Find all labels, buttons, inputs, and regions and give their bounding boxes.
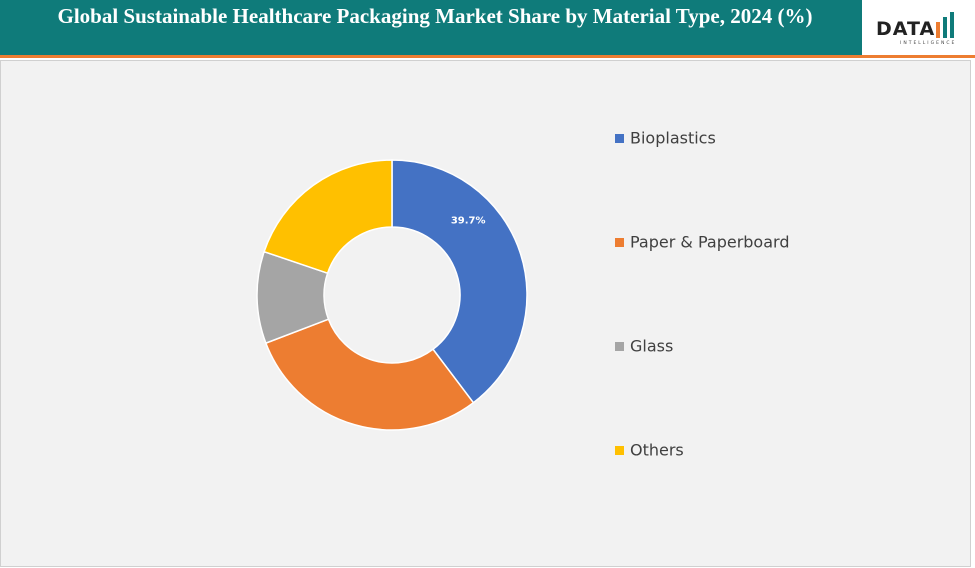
donut-segment <box>264 318 475 431</box>
legend-label: Bioplastics <box>630 129 716 148</box>
data-label: 39.7% <box>451 216 486 227</box>
legend-swatch <box>615 238 624 247</box>
legend-label: Glass <box>630 337 673 356</box>
legend-swatch <box>615 446 624 455</box>
logo-bars <box>936 12 954 38</box>
legend-swatch <box>615 134 624 143</box>
legend-swatch <box>615 342 624 351</box>
legend-label: Paper & Paperboard <box>630 233 789 252</box>
donut-segment <box>391 159 528 404</box>
header-stripe <box>0 55 975 58</box>
logo: DATA INTELLIGENCE <box>864 0 972 55</box>
logo-subtext: INTELLIGENCE <box>900 41 957 46</box>
chart-title: Global Sustainable Healthcare Packaging … <box>57 4 813 28</box>
logo-text: DATA <box>876 18 936 40</box>
header: Global Sustainable Healthcare Packaging … <box>0 0 862 55</box>
donut-segment <box>263 159 393 275</box>
legend-label: Others <box>630 441 684 460</box>
